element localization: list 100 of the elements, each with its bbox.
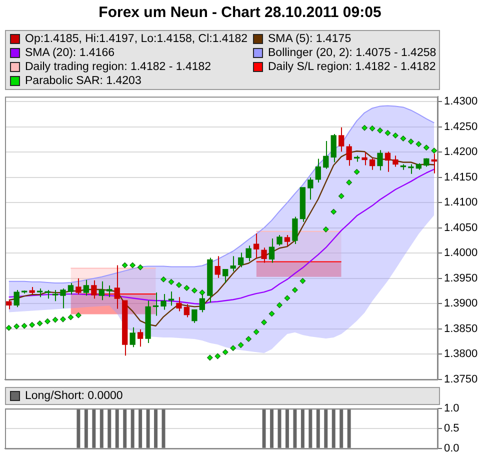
point — [122, 262, 128, 268]
candlestick — [238, 252, 244, 268]
point — [246, 336, 252, 342]
point — [408, 138, 414, 144]
point — [60, 316, 66, 322]
candlestick — [330, 133, 336, 163]
legend-label: SMA (20): 1.4166 — [25, 46, 114, 60]
point — [230, 345, 236, 351]
candlestick — [392, 155, 398, 168]
point — [261, 319, 267, 326]
candlestick — [14, 290, 20, 308]
candlestick — [308, 176, 314, 200]
candlestick — [76, 278, 82, 296]
point — [392, 132, 398, 138]
candlestick — [6, 300, 12, 310]
y-tick-label: 1.4150 — [444, 171, 478, 184]
point — [338, 193, 344, 199]
point — [168, 279, 174, 285]
legend-label: Op:1.4185, Hi:1.4197, Lo:1.4158, Cl:1.4182 — [25, 32, 248, 46]
candlestick — [222, 268, 228, 284]
candlestick — [106, 284, 112, 298]
candlestick — [184, 304, 190, 318]
y-tick-label: 1.3750 — [444, 373, 478, 386]
point — [377, 128, 383, 134]
y-tick-label: 1.4250 — [444, 120, 478, 133]
y-tick-label: 0.5 — [444, 422, 460, 435]
point — [14, 323, 20, 330]
candlestick — [323, 140, 329, 170]
candlestick — [98, 280, 104, 301]
point — [330, 208, 337, 215]
candlestick — [315, 158, 321, 183]
candlestick — [52, 290, 58, 302]
candlestick — [377, 150, 383, 171]
candlestick — [346, 144, 352, 166]
point — [6, 324, 12, 331]
y-tick-label: 1.3800 — [444, 348, 478, 360]
y-tick-label: 1.0 — [444, 402, 460, 415]
point — [36, 320, 43, 326]
candlestick — [284, 234, 290, 247]
candlestick — [384, 151, 391, 172]
candlestick — [268, 238, 275, 264]
candlestick — [192, 309, 198, 324]
point — [199, 290, 206, 296]
y-tick-label: 1.4300 — [444, 96, 478, 108]
y-tick-label: 1.3850 — [444, 322, 478, 335]
point — [192, 288, 198, 294]
legend-label: SMA (5): 1.4175 — [268, 32, 352, 46]
point — [76, 312, 82, 318]
point — [130, 262, 136, 268]
y-tick-label: 1.3900 — [444, 298, 478, 310]
point — [300, 278, 306, 284]
candlestick — [137, 328, 144, 348]
point — [68, 314, 74, 320]
legend-label: Parabolic SAR: 1.4203 — [25, 74, 142, 88]
point — [416, 141, 422, 147]
candlestick — [253, 232, 260, 260]
candlestick — [369, 158, 376, 170]
candlestick — [160, 294, 166, 310]
point — [369, 126, 376, 132]
legend-label: Daily trading region: 1.4182 - 1.4182 — [25, 60, 212, 74]
point — [268, 310, 275, 317]
legend-label: Bollinger (20, 2): 1.4075 - 1.4258 — [268, 46, 436, 60]
candlestick — [246, 245, 252, 262]
y-tick-label: 1.4100 — [444, 196, 478, 209]
candlestick — [338, 126, 344, 152]
point — [52, 316, 58, 323]
chart-title: Forex um Neun - Chart 28.10.2011 09:05 — [98, 4, 382, 21]
y-tick-label: 0.0 — [444, 442, 460, 454]
point — [253, 329, 260, 335]
point — [400, 136, 406, 142]
candlestick — [114, 264, 120, 310]
point — [137, 264, 144, 270]
candlestick — [261, 247, 267, 264]
candlestick — [292, 216, 298, 245]
point — [222, 349, 228, 356]
point — [214, 353, 221, 360]
point — [176, 282, 182, 288]
y-tick-label: 1.3950 — [444, 272, 478, 284]
point — [276, 302, 282, 308]
candlestick — [408, 164, 414, 174]
legend-label: Long/Short: 0.0000 — [25, 389, 123, 403]
y-tick-label: 1.4050 — [444, 222, 478, 234]
point — [160, 276, 166, 282]
candlestick — [276, 234, 282, 246]
point — [431, 148, 438, 154]
point — [238, 342, 244, 348]
candlestick — [83, 279, 90, 296]
point — [29, 322, 35, 328]
point — [292, 287, 298, 293]
point — [284, 295, 290, 301]
candlestick — [362, 152, 368, 166]
point — [346, 180, 352, 186]
point — [21, 322, 28, 329]
point — [207, 354, 213, 361]
y-tick-label: 1.4000 — [444, 247, 478, 260]
y-tick-label: 1.4200 — [444, 146, 478, 158]
point — [354, 168, 360, 175]
point — [384, 130, 391, 136]
candlestick — [130, 326, 136, 348]
legend-label: Daily S/L region: 1.4182 - 1.4182 — [268, 60, 436, 74]
